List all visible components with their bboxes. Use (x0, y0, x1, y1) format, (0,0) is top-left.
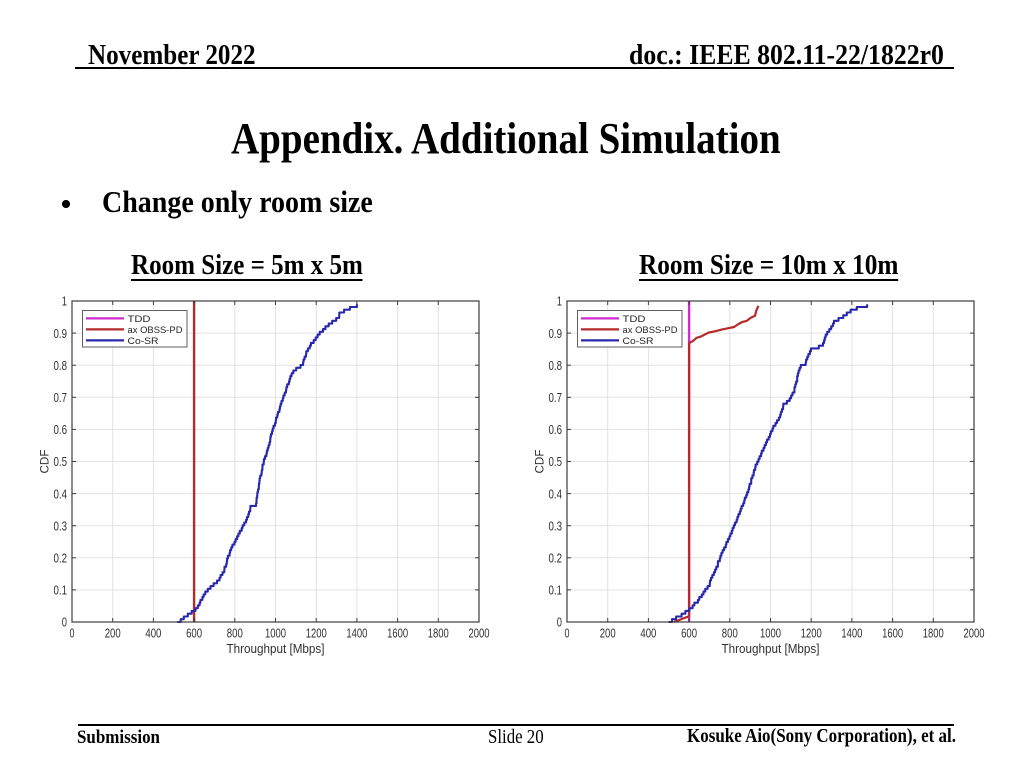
svg-text:1: 1 (557, 295, 562, 309)
svg-text:1200: 1200 (306, 627, 327, 641)
svg-text:0.5: 0.5 (549, 455, 563, 469)
svg-text:800: 800 (722, 627, 738, 641)
svg-text:1600: 1600 (882, 627, 903, 641)
svg-text:800: 800 (227, 627, 243, 641)
svg-text:0.7: 0.7 (549, 391, 563, 405)
svg-text:0: 0 (557, 616, 562, 630)
svg-text:Co-SR: Co-SR (128, 336, 159, 347)
svg-text:0.2: 0.2 (54, 552, 68, 566)
svg-text:2000: 2000 (964, 627, 985, 641)
svg-text:Co-SR: Co-SR (623, 336, 654, 347)
svg-text:1000: 1000 (760, 627, 781, 641)
svg-text:ax OBSS-PD: ax OBSS-PD (128, 325, 183, 336)
svg-text:0.1: 0.1 (549, 584, 563, 598)
svg-text:1400: 1400 (346, 627, 367, 641)
svg-text:0: 0 (565, 627, 570, 641)
svg-text:400: 400 (640, 627, 656, 641)
svg-text:1: 1 (62, 295, 67, 309)
svg-text:0.2: 0.2 (549, 552, 563, 566)
svg-text:1400: 1400 (841, 627, 862, 641)
svg-text:0: 0 (70, 627, 75, 641)
svg-text:2000: 2000 (469, 627, 490, 641)
svg-text:TDD: TDD (128, 314, 151, 325)
svg-text:0.6: 0.6 (549, 423, 563, 437)
svg-text:0.4: 0.4 (549, 487, 563, 501)
svg-text:0.3: 0.3 (549, 519, 563, 533)
svg-text:0.3: 0.3 (54, 519, 68, 533)
svg-text:0.4: 0.4 (54, 487, 68, 501)
svg-text:200: 200 (600, 627, 616, 641)
svg-text:0.5: 0.5 (54, 455, 68, 469)
svg-text:0.6: 0.6 (54, 423, 68, 437)
svg-text:0.9: 0.9 (54, 327, 68, 341)
svg-text:1800: 1800 (428, 627, 449, 641)
svg-text:0.7: 0.7 (54, 391, 68, 405)
svg-text:Throughput [Mbps]: Throughput [Mbps] (227, 641, 325, 656)
svg-text:1600: 1600 (387, 627, 408, 641)
svg-text:1000: 1000 (265, 627, 286, 641)
svg-text:600: 600 (681, 627, 697, 641)
svg-text:400: 400 (145, 627, 161, 641)
svg-text:0.9: 0.9 (549, 327, 563, 341)
svg-text:ax OBSS-PD: ax OBSS-PD (623, 325, 678, 336)
svg-text:0.1: 0.1 (54, 584, 68, 598)
svg-text:CDF: CDF (38, 450, 52, 474)
svg-text:1800: 1800 (923, 627, 944, 641)
svg-text:200: 200 (105, 627, 121, 641)
svg-text:600: 600 (186, 627, 202, 641)
svg-text:1200: 1200 (801, 627, 822, 641)
svg-text:Throughput [Mbps]: Throughput [Mbps] (722, 641, 820, 656)
svg-text:TDD: TDD (623, 314, 646, 325)
svg-text:0.8: 0.8 (549, 359, 563, 373)
svg-text:0: 0 (62, 616, 67, 630)
svg-text:CDF: CDF (533, 450, 547, 474)
svg-text:0.8: 0.8 (54, 359, 68, 373)
